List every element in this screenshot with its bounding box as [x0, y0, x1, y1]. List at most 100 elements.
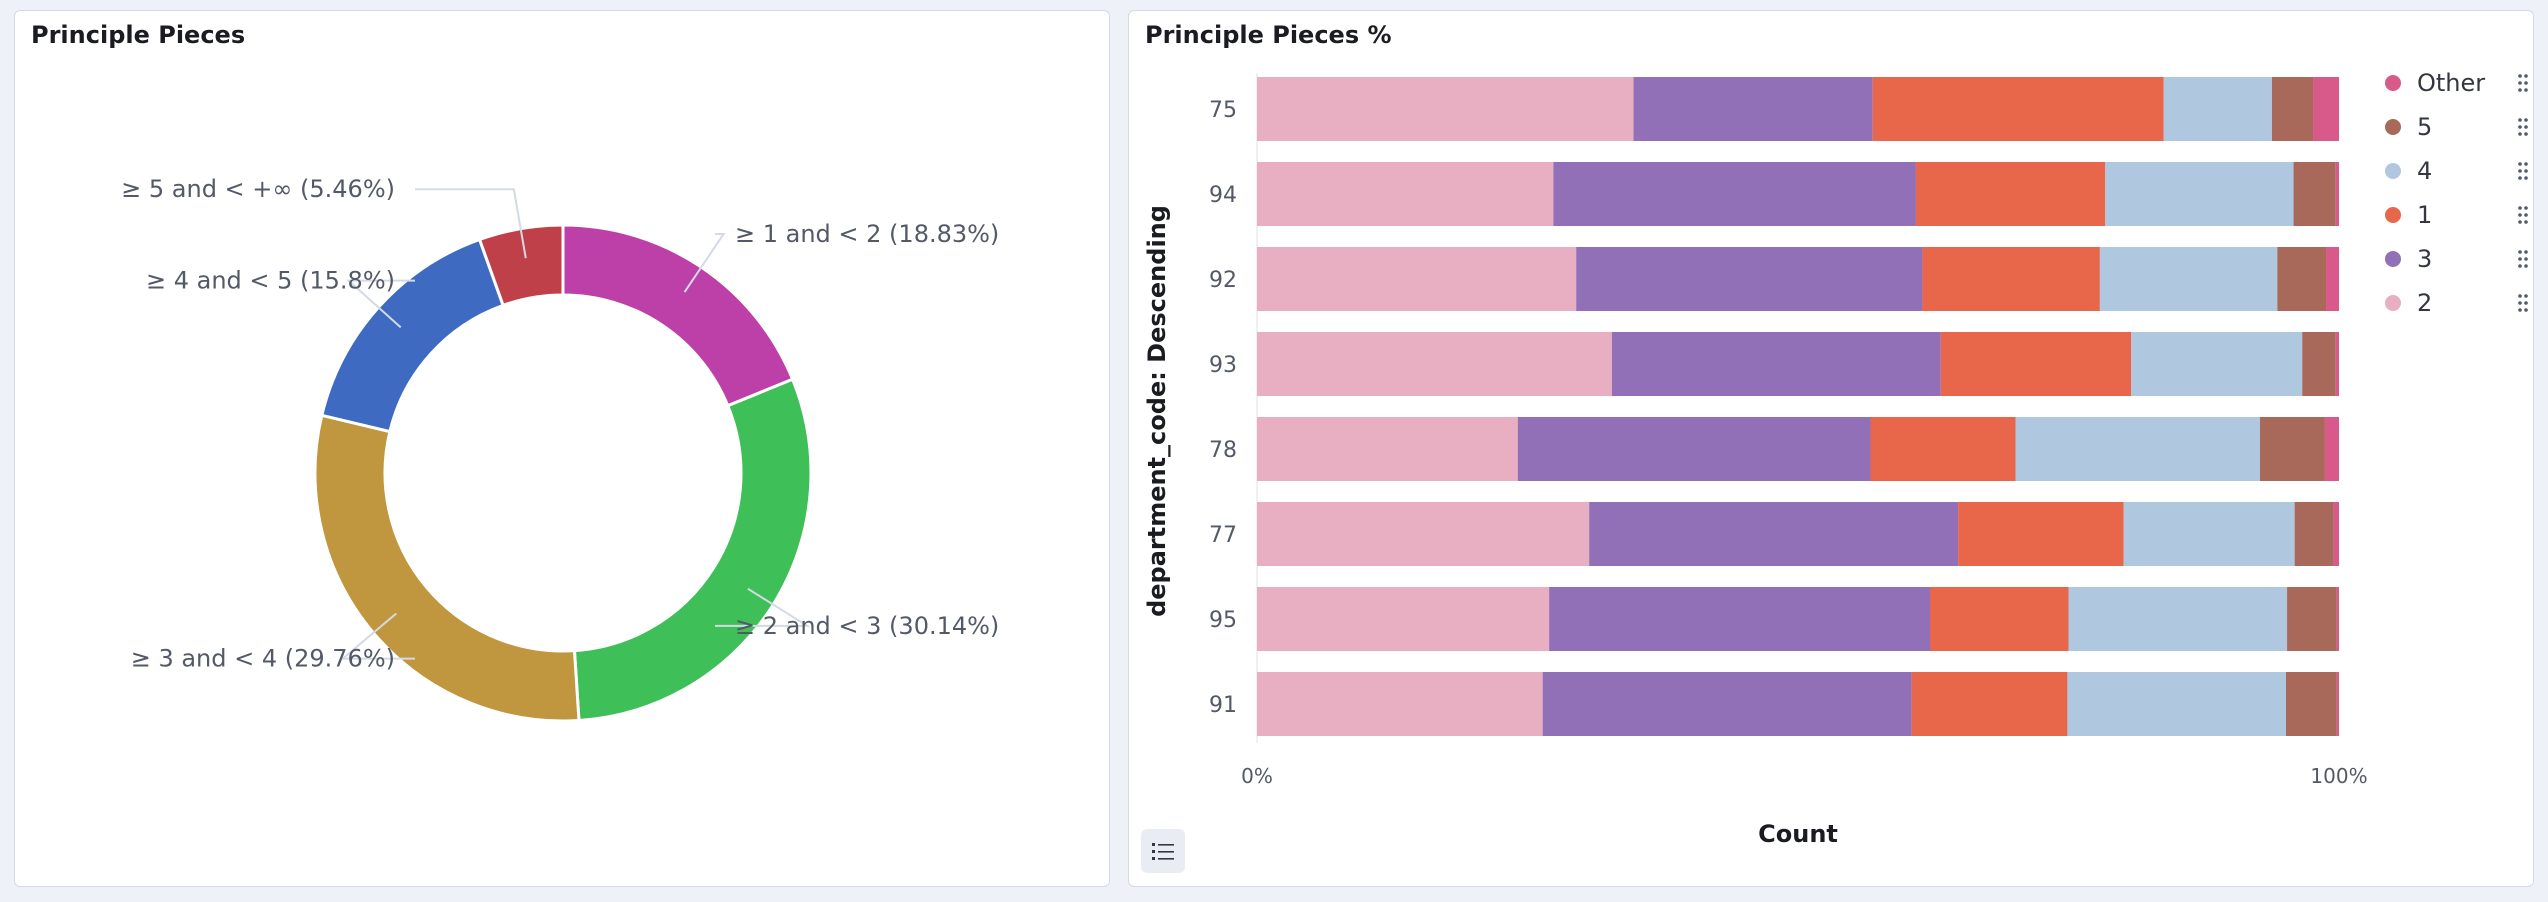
bar-segment[interactable]	[2336, 672, 2339, 736]
bar-segment[interactable]	[1930, 587, 2069, 651]
bar-segment[interactable]	[1257, 417, 1518, 481]
panel-title: Principle Pieces %	[1145, 21, 1392, 49]
bar-segment[interactable]	[1549, 587, 1931, 651]
panel-principle-pieces: Principle Pieces ≥ 1 and < 2 (18.83%) ≥ 2…	[14, 10, 1110, 887]
donut-slice-label: ≥ 3 and < 4 (29.76%)	[131, 645, 395, 673]
legend-swatch	[2385, 295, 2401, 311]
legend-item-label[interactable]: 4	[2417, 157, 2432, 185]
bar-segment[interactable]	[1611, 332, 1941, 396]
bar-segment[interactable]	[2105, 162, 2294, 226]
bar-segment[interactable]	[2277, 247, 2327, 311]
bar-segment[interactable]	[1257, 162, 1554, 226]
bar-segment[interactable]	[2302, 332, 2336, 396]
bar-segment[interactable]	[1911, 672, 2068, 736]
bar-segment[interactable]	[2326, 247, 2339, 311]
donut-leader-line	[683, 232, 726, 293]
bar-segment[interactable]	[1576, 247, 1923, 311]
legend-swatch	[2385, 251, 2401, 267]
bar-segment[interactable]	[2313, 77, 2339, 141]
legend-item-label[interactable]: 5	[2417, 113, 2432, 141]
bar-segment[interactable]	[2015, 417, 2261, 481]
bar-segment[interactable]	[2260, 417, 2325, 481]
bar-segment[interactable]	[1542, 672, 1912, 736]
donut-leader-line	[415, 188, 527, 259]
donut-chart: ≥ 1 and < 2 (18.83%) ≥ 2 and < 3 (30.14%)…	[121, 175, 999, 723]
bar-segment[interactable]	[1589, 502, 1959, 566]
bar-segment[interactable]	[2067, 672, 2286, 736]
legend-swatch	[2385, 119, 2401, 135]
bar-segment[interactable]	[2287, 587, 2337, 651]
x-tick-label: 0%	[1241, 764, 1273, 788]
donut-slice-label: ≥ 4 and < 5 (15.8%)	[146, 267, 395, 295]
list-icon	[1152, 843, 1174, 860]
donut-slice[interactable]	[313, 413, 581, 723]
bar-segment[interactable]	[1257, 502, 1590, 566]
bar-segment[interactable]	[2335, 162, 2339, 226]
bar-segment[interactable]	[1257, 247, 1577, 311]
y-tick-label: 77	[1209, 523, 1237, 548]
legend-item-menu-icon[interactable]	[2518, 162, 2528, 180]
y-tick-label: 94	[1209, 183, 1237, 208]
legend-item-label[interactable]: 2	[2417, 289, 2432, 317]
bar-segment[interactable]	[1633, 77, 1873, 141]
bar-segment[interactable]	[2336, 587, 2339, 651]
donut-slice[interactable]	[561, 223, 795, 408]
bar-segment[interactable]	[1257, 77, 1634, 141]
bar-segment[interactable]	[2324, 417, 2339, 481]
bar-segment[interactable]	[1870, 417, 2016, 481]
y-axis-title: department_code: Descending	[1143, 205, 1171, 617]
bar-segment[interactable]	[2294, 502, 2334, 566]
y-tick-label: 92	[1209, 268, 1237, 293]
y-tick-label: 78	[1209, 438, 1237, 463]
legend-item-label[interactable]: Other	[2417, 69, 2485, 97]
y-tick-label: 75	[1209, 98, 1237, 123]
y-tick-label: 91	[1209, 693, 1237, 718]
bar-segment[interactable]	[1958, 502, 2124, 566]
donut-leader-line	[346, 279, 415, 329]
legend-item-menu-icon[interactable]	[2518, 206, 2528, 224]
bar-segment[interactable]	[1517, 417, 1871, 481]
donut-slice-label: ≥ 5 and < +∞ (5.46%)	[121, 175, 395, 203]
legend-toggle-button[interactable]	[1141, 829, 1185, 873]
legend-swatch	[2385, 75, 2401, 91]
legend-item-menu-icon[interactable]	[2518, 250, 2528, 268]
legend-item-label[interactable]: 1	[2417, 201, 2432, 229]
bar-segment[interactable]	[1872, 77, 2164, 141]
bar-segment[interactable]	[2333, 502, 2339, 566]
bar-segment[interactable]	[2131, 332, 2303, 396]
bar-segment[interactable]	[2068, 587, 2288, 651]
y-tick-label: 95	[1209, 608, 1237, 633]
x-axis-title: Count	[1758, 820, 1838, 848]
donut-leader-line	[715, 587, 811, 627]
legend-swatch	[2385, 207, 2401, 223]
bar-segment[interactable]	[2293, 162, 2336, 226]
y-tick-label: 93	[1209, 353, 1237, 378]
bar-segment[interactable]	[2285, 672, 2337, 736]
legend-item-label[interactable]: 3	[2417, 245, 2432, 273]
bar-segment[interactable]	[1553, 162, 1916, 226]
bar-segment[interactable]	[1257, 672, 1543, 736]
panel-title: Principle Pieces	[31, 21, 246, 49]
x-tick-label: 100%	[2310, 764, 2367, 788]
bar-segment[interactable]	[1922, 247, 2100, 311]
panel-principle-pieces-percent: Principle Pieces % 75 94 92 93 78 77 95 91 0% 100…	[1128, 10, 2534, 887]
legend-item-menu-icon[interactable]	[2518, 118, 2528, 136]
bar-segment[interactable]	[1257, 587, 1550, 651]
legend-item-menu-icon[interactable]	[2518, 294, 2528, 312]
bar-segment[interactable]	[2123, 502, 2295, 566]
stacked-bar-chart: 75 94 92 93 78 77 95 91 0% 100% Count department_co…	[1143, 69, 2528, 848]
bar-segment[interactable]	[1257, 332, 1612, 396]
bar-segment[interactable]	[1915, 162, 2106, 226]
bar-segment[interactable]	[1940, 332, 2132, 396]
donut-slice-label: ≥ 2 and < 3 (30.14%)	[735, 612, 999, 640]
bar-segment[interactable]	[2271, 77, 2314, 141]
legend-item-menu-icon[interactable]	[2518, 74, 2528, 92]
donut-leader-line	[340, 612, 415, 660]
donut-slice-label: ≥ 1 and < 2 (18.83%)	[735, 220, 999, 248]
donut-slice[interactable]	[572, 377, 813, 723]
bar-segment[interactable]	[2099, 247, 2278, 311]
bar-segment[interactable]	[2335, 332, 2339, 396]
legend-swatch	[2385, 163, 2401, 179]
donut-slice[interactable]	[477, 223, 565, 308]
bar-segment[interactable]	[2163, 77, 2272, 141]
